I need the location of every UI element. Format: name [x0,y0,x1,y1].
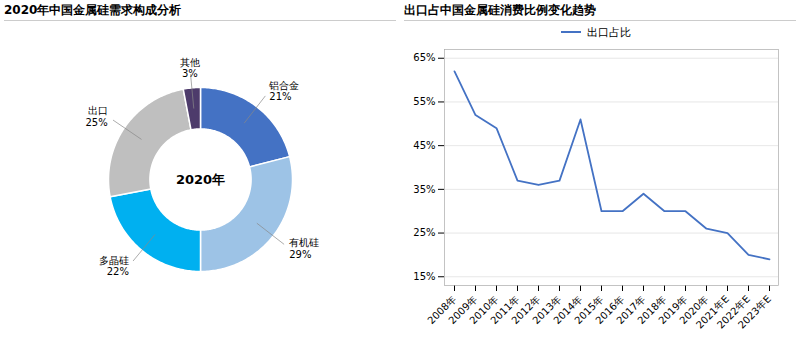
svg-text:铝合金21%: 铝合金21% [268,80,299,103]
svg-text:2013年: 2013年 [530,293,564,327]
svg-text:2011年: 2011年 [488,293,522,327]
svg-text:2015年: 2015年 [572,293,606,327]
svg-text:有机硅29%: 有机硅29% [289,237,319,260]
html-text:出口占比: 出口占比 [586,25,631,39]
html-text:出口占中国金属硅消费比例变化趋势: 出口占中国金属硅消费比例变化趋势 [404,3,596,17]
svg-text:2010年: 2010年 [467,293,501,327]
svg-text:55%: 55% [413,96,435,107]
svg-text:2012年: 2012年 [509,293,543,327]
svg-text:2022年E: 2022年E [714,293,753,331]
svg-text:2020年: 2020年 [677,293,711,327]
svg-text:2023年E: 2023年E [736,293,773,330]
svg-text:35%: 35% [413,184,435,195]
svg-text:45%: 45% [413,140,435,151]
svg-text:2018年: 2018年 [635,293,669,327]
svg-text:多晶硅22%: 多晶硅22% [99,255,129,278]
svg-text:其他3%: 其他3% [180,57,200,80]
svg-text:2019年: 2019年 [656,293,690,327]
svg-text:2017年: 2017年 [614,293,648,327]
svg-text:2020年: 2020年 [176,172,225,187]
svg-text:2014年: 2014年 [551,293,585,327]
html-text:2020年中国金属硅需求构成分析: 2020年中国金属硅需求构成分析 [4,3,182,17]
svg-text:2021年E: 2021年E [693,293,732,331]
svg-text:2016年: 2016年 [593,293,627,327]
svg-text:15%: 15% [413,271,435,282]
svg-text:出口25%: 出口25% [85,105,107,128]
svg-text:65%: 65% [413,52,435,63]
svg-text:2009年: 2009年 [446,293,480,327]
svg-text:2008年: 2008年 [425,293,459,327]
svg-text:25%: 25% [413,227,435,238]
